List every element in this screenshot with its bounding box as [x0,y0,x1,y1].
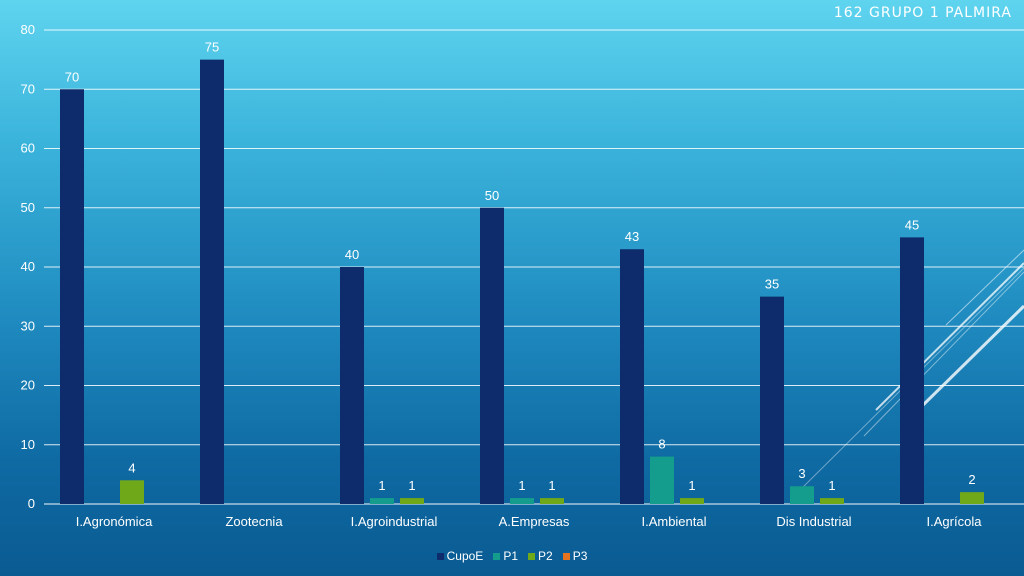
legend-swatch [528,552,535,560]
y-tick-label: 70 [21,81,35,96]
data-label: 1 [378,478,385,493]
legend-label: P1 [503,549,518,563]
legend-item-cupoe: CupoE [436,549,484,563]
x-tick-label: Zootecnia [225,514,283,529]
data-label: 3 [798,466,805,481]
data-label: 1 [688,478,695,493]
bar-p2 [820,498,844,504]
x-tick-label: A.Empresas [499,514,570,529]
legend-label: CupoE [446,549,484,563]
data-label: 40 [345,247,359,262]
data-label: 43 [625,229,639,244]
data-label: 1 [828,478,835,493]
y-tick-label: 40 [21,259,35,274]
data-label: 50 [485,188,499,203]
bar-cupoe [620,249,644,504]
x-tick-label: I.Agronómica [76,514,153,529]
data-label: 1 [518,478,525,493]
bar-p2 [400,498,424,504]
gridlines [44,29,1024,505]
bar-cupoe [760,296,784,504]
bar-cupoe [340,267,364,504]
y-tick-label: 60 [21,141,35,156]
data-label: 8 [658,437,665,452]
y-axis: 0 10 20 30 40 50 60 70 80 [21,22,35,511]
chart-title: 162 GRUPO 1 PALMIRA [833,5,1012,21]
x-axis: I.Agronómica Zootecnia I.Agroindustrial A.E… [76,514,983,529]
legend-swatch [436,552,444,560]
legend-item-p3: P3 [562,549,588,563]
bar-p2 [540,498,564,504]
legend: CupoE P1 P2 P3 [0,549,1024,563]
legend-item-p2: P2 [528,549,553,563]
bar-cupoe [200,59,224,504]
bar-p1 [790,486,814,504]
bar-p1 [650,456,674,504]
legend-swatch [493,552,501,560]
bar-cupoe [480,207,504,504]
bar-cupoe [900,237,924,504]
legend-item-p1: P1 [493,549,518,563]
data-label: 4 [128,460,135,475]
data-labels: 70 4 75 40 1 1 50 1 1 43 8 1 35 3 1 45 2 [65,40,976,493]
y-tick-label: 10 [21,437,35,452]
data-label: 1 [548,478,555,493]
x-tick-label: I.Agrícola [927,514,983,529]
legend-label: P2 [538,549,553,563]
y-tick-label: 0 [28,496,35,511]
data-label: 2 [968,472,975,487]
data-label: 45 [905,217,919,232]
bar-p2 [680,498,704,504]
data-label: 1 [408,478,415,493]
data-label: 35 [765,277,779,292]
legend-swatch [562,552,570,560]
bars [60,59,984,504]
legend-label: P3 [572,549,588,563]
x-tick-label: I.Agroindustrial [351,514,438,529]
data-label: 70 [65,69,79,84]
bar-cupoe [60,89,84,504]
data-label: 75 [205,40,219,55]
y-tick-label: 30 [21,318,35,333]
bar-p1 [510,498,534,504]
bar-p2 [960,492,984,504]
bar-p1 [370,498,394,504]
y-tick-label: 50 [21,200,35,215]
x-tick-label: I.Ambiental [641,514,706,529]
x-tick-label: Dis Industrial [776,514,851,529]
bar-p2 [120,480,144,504]
y-tick-label: 80 [21,22,35,37]
y-tick-label: 20 [21,378,35,393]
